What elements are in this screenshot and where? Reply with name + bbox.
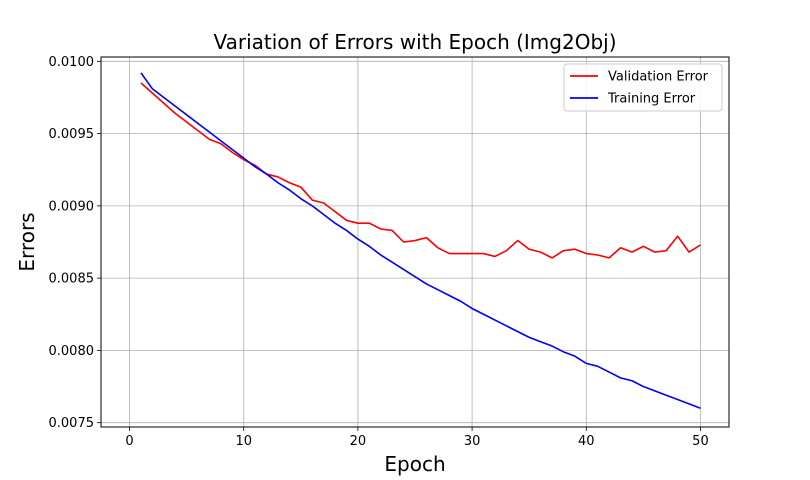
- x-axis-label: Epoch: [384, 452, 445, 476]
- grid: [101, 57, 729, 427]
- x-tick-label: 30: [464, 434, 481, 449]
- x-tick-label: 40: [578, 434, 595, 449]
- x-tick-label: 20: [350, 434, 367, 449]
- x-tick-label: 0: [125, 434, 133, 449]
- series-line-training-error: [140, 72, 701, 409]
- plot-frame: [100, 56, 730, 428]
- axis-ticks: 0 10 20 30 40 50 0.0075 0.0080 0.0085 0.0090 0.009…: [49, 55, 709, 449]
- y-axis-label: Errors: [15, 212, 39, 271]
- y-tick-label: 0.0085: [49, 272, 95, 287]
- y-tick-label: 0.0075: [49, 416, 95, 431]
- y-tick-label: 0.0090: [49, 199, 95, 214]
- legend-label-validation-error: Validation Error: [608, 70, 709, 85]
- series-lines: [140, 72, 701, 409]
- y-tick-label: 0.0100: [49, 55, 95, 70]
- chart-title: Variation of Errors with Epoch (Img2Obj): [213, 30, 616, 54]
- x-tick-label: 10: [235, 434, 252, 449]
- legend-label-training-error: Training Error: [607, 92, 696, 107]
- x-tick-label: 50: [692, 434, 709, 449]
- legend-box: [563, 63, 723, 112]
- legend: Validation Error Training Error: [563, 63, 723, 112]
- y-tick-label: 0.0080: [49, 344, 95, 359]
- y-tick-label: 0.0095: [49, 127, 95, 142]
- series-line-validation-error: [140, 82, 701, 259]
